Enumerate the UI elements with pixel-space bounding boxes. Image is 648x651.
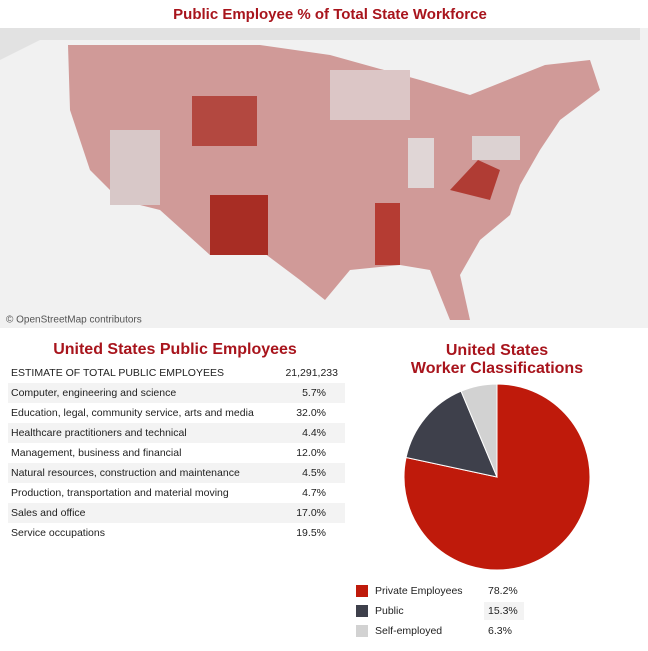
state [472, 136, 520, 160]
map: © OpenStreetMap contributors [0, 28, 648, 328]
pie-slice [405, 390, 498, 478]
row-label: Computer, engineering and science [11, 387, 176, 399]
row-value: 19.5% [296, 527, 326, 539]
legend-label: Public [375, 605, 404, 617]
pie-title: Worker Classifications [411, 360, 583, 377]
map-title: Public Employee % of Total State Workfor… [173, 6, 487, 23]
state [110, 130, 160, 205]
row-value: 32.0% [296, 407, 326, 419]
table: ESTIMATE OF TOTAL PUBLIC EMPLOYEES 21,291… [8, 367, 345, 539]
state [210, 195, 268, 255]
row-background [8, 503, 345, 523]
row-label: Service occupations [11, 527, 105, 539]
table-title: United States Public Employees [53, 341, 297, 358]
row-label: Healthcare practitioners and technical [11, 427, 187, 439]
legend-value: 6.3% [488, 625, 512, 637]
row-value: 4.7% [302, 487, 326, 499]
row-background [484, 602, 524, 620]
legend-value: 78.2% [488, 585, 518, 597]
row-label: Management, business and financial [11, 447, 181, 459]
state [450, 160, 500, 200]
row-value: 5.7% [302, 387, 326, 399]
row-label: Education, legal, community service, art… [11, 407, 254, 419]
row-background [8, 423, 345, 443]
attribution: © OpenStreetMap contributors [6, 315, 142, 326]
row-label: ESTIMATE OF TOTAL PUBLIC EMPLOYEES [11, 367, 224, 379]
row-value: 17.0% [296, 507, 326, 519]
state [330, 70, 410, 120]
pie-slice [460, 383, 498, 478]
legend-swatch [356, 605, 368, 617]
row-background [8, 463, 345, 483]
row-value: 12.0% [296, 447, 326, 459]
row-label: Sales and office [11, 507, 86, 519]
legend-swatch [356, 585, 368, 597]
state [408, 138, 434, 188]
legend-label: Private Employees [375, 585, 463, 597]
row-value: 4.4% [302, 427, 326, 439]
row-background [8, 383, 345, 403]
row-value: 21,291,233 [285, 367, 338, 379]
pie-title: United States [446, 342, 548, 359]
state [375, 203, 400, 265]
state [192, 96, 257, 146]
row-value: 4.5% [302, 467, 326, 479]
legend-swatch [356, 625, 368, 637]
legend-value: 15.3% [488, 605, 518, 617]
canada [0, 28, 640, 60]
row-label: Natural resources, construction and main… [11, 467, 240, 479]
row-label: Production, transportation and material … [11, 487, 229, 499]
legend-label: Self-employed [375, 625, 442, 637]
pie-chart: Private Employees 78.2% Public 15.3% Self-em… [356, 383, 591, 637]
